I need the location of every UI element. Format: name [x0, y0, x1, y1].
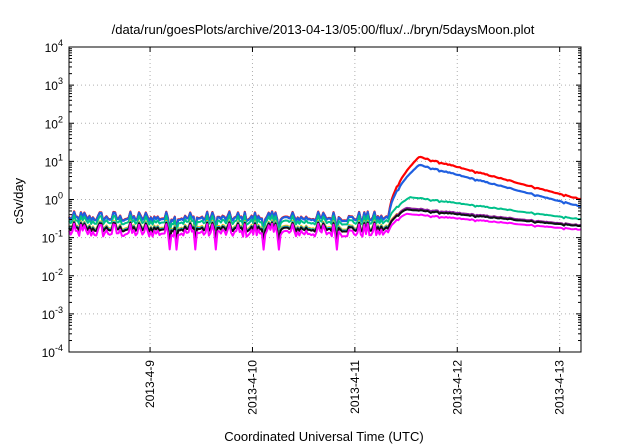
y-tick-exponent: -3 [55, 305, 63, 315]
y-tick-label: 100 [45, 191, 63, 208]
y-tick-base: 10 [42, 346, 56, 360]
x-tick-label: 2013-4-12 [450, 360, 464, 415]
y-tick-base: 10 [45, 79, 59, 93]
y-tick-base: 10 [45, 41, 59, 55]
y-tick-base: 10 [42, 270, 56, 284]
y-tick-exponent: 3 [58, 76, 63, 86]
y-tick-exponent: -4 [55, 343, 63, 353]
series-layer [68, 155, 582, 251]
plot-frame [68, 46, 582, 353]
y-tick-base: 10 [45, 155, 59, 169]
y-tick-exponent: 4 [58, 38, 63, 48]
y-tick-label: 101 [45, 152, 63, 169]
series-line-7 [68, 208, 582, 242]
y-axis-title: cSv/day [11, 177, 26, 224]
y-tick-label: 10-2 [42, 267, 63, 284]
series-line-2 [68, 163, 582, 232]
series-line-3 [68, 196, 582, 235]
y-tick-base: 10 [45, 194, 59, 208]
y-tick-label: 103 [45, 76, 63, 93]
chart-title: /data/run/goesPlots/archive/2013-04-13/0… [112, 22, 535, 37]
y-tick-label: 104 [45, 38, 63, 55]
y-tick-exponent: -1 [55, 229, 63, 239]
x-tick-label: 2013-4-10 [245, 360, 259, 415]
y-tick-exponent: 1 [58, 152, 63, 162]
y-tick-base: 10 [45, 117, 59, 131]
x-tick-label: 2013-4-13 [553, 360, 567, 415]
y-tick-exponent: 2 [58, 114, 63, 124]
y-tick-label: 102 [45, 114, 63, 131]
grid-layer [69, 47, 581, 352]
x-tick-label: 2013-4-11 [348, 360, 362, 414]
y-tick-label: 10-3 [42, 305, 63, 322]
y-tick-base: 10 [42, 232, 56, 246]
x-axis-title: Coordinated Universal Time (UTC) [224, 429, 423, 444]
y-tick-base: 10 [42, 308, 56, 322]
y-tick-exponent: -2 [55, 267, 63, 277]
y-tick-label: 10-4 [42, 343, 63, 360]
y-tick-label: 10-1 [42, 229, 63, 246]
y-tick-exponent: 0 [58, 191, 63, 201]
x-tick-label: 2013-4-9 [143, 360, 157, 408]
series-line-8 [68, 212, 582, 251]
